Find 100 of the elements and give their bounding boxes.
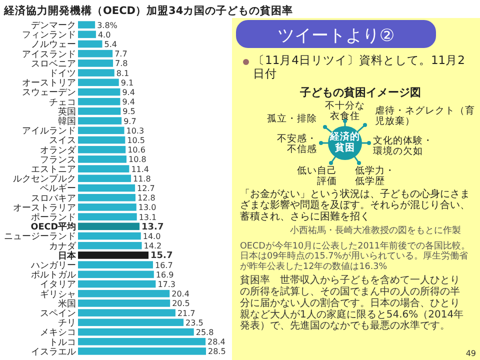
data-label: 7.8 bbox=[115, 59, 128, 68]
y-tick-label: ポルトガル bbox=[31, 270, 76, 281]
data-label: 3.8% bbox=[97, 20, 118, 30]
data-label: 10.8 bbox=[128, 155, 146, 164]
data-label: 8.1 bbox=[116, 68, 130, 78]
data-label: 13.7 bbox=[142, 222, 164, 232]
bar bbox=[78, 318, 184, 326]
bar bbox=[78, 194, 136, 202]
bar bbox=[78, 40, 102, 48]
data-label: 7.7 bbox=[114, 50, 128, 59]
text: 低い自己評価 bbox=[297, 164, 337, 187]
data-label: 28.4 bbox=[208, 338, 226, 347]
y-tick-label: トルコ bbox=[49, 338, 76, 348]
y-tick-label: イタリア bbox=[40, 280, 76, 290]
y-tick-label: スロベニア bbox=[31, 59, 76, 70]
text: 子どもの貧困イメージ図 bbox=[299, 86, 421, 99]
y-tick-label: オランダ bbox=[40, 144, 77, 156]
y-tick-label: チリ bbox=[58, 318, 76, 329]
bar bbox=[78, 290, 170, 298]
data-label: 9.7 bbox=[124, 116, 136, 126]
data-label: 4.0 bbox=[98, 30, 111, 40]
text: 「お金がない」という状況は、子どもの心身にさまざまな影響や問題を及ぼす。それらが混じり合い、蓄積され、さらに困難を招く bbox=[240, 188, 470, 223]
y-tick-label: オーストラリア bbox=[13, 203, 76, 214]
bar bbox=[78, 60, 114, 67]
y-tick-label: オーストリア bbox=[22, 78, 76, 89]
y-tick-label: ハンガリー bbox=[30, 261, 76, 271]
data-label: 12.7 bbox=[137, 184, 155, 193]
data-label: 14.0 bbox=[142, 232, 161, 241]
y-tick-label: スペイン bbox=[40, 309, 76, 319]
text: 不十分な衣食住 bbox=[325, 99, 365, 122]
text: 不安感・不信感 bbox=[277, 132, 317, 155]
bar bbox=[78, 174, 131, 182]
y-tick-label: アイルランド bbox=[22, 126, 76, 137]
y-tick-label: フィンランド bbox=[22, 30, 76, 41]
data-label: 9.1 bbox=[120, 78, 134, 88]
y-tick-label: メキシコ bbox=[40, 328, 76, 338]
data-label: 10.5 bbox=[127, 136, 145, 145]
chart-title: 経済協力開発機構（OECD）加盟34カ国の子どもの貧困率 bbox=[3, 4, 294, 17]
bar bbox=[78, 204, 136, 211]
data-label: 10.6 bbox=[128, 146, 146, 155]
data-label: 21.7 bbox=[177, 308, 196, 318]
bar bbox=[78, 136, 126, 144]
y-tick-label: 日本 bbox=[58, 250, 77, 262]
text: 経済的貧困 bbox=[329, 130, 360, 154]
y-tick-label: スロバキア bbox=[31, 194, 76, 204]
y-tick-label: ルクセンブルク bbox=[13, 174, 76, 185]
bar bbox=[78, 69, 114, 76]
bar bbox=[78, 98, 120, 106]
bar bbox=[78, 280, 156, 288]
text: OECDが今年10月に公表した2011年前後での各国比較。日本は09年時点の15.7%が用いられている。厚生労働省が昨年公表した12年の数値は16.3% bbox=[240, 240, 470, 272]
y-tick-label: 韓国 bbox=[58, 116, 76, 127]
text: 49 bbox=[466, 349, 476, 358]
bar bbox=[78, 309, 176, 316]
data-label: 20.4 bbox=[172, 290, 190, 299]
bar bbox=[78, 242, 142, 250]
data-label: 15.7 bbox=[150, 251, 173, 262]
bar bbox=[78, 184, 136, 192]
text: 〔11月4日リツイ〕資料として。11月2日付 bbox=[253, 53, 465, 81]
bar bbox=[78, 50, 113, 58]
bar bbox=[78, 78, 119, 86]
text: 虐待・ネグレクト（育児放棄） bbox=[375, 104, 475, 127]
y-tick-label: イスラエル bbox=[31, 347, 76, 358]
y-tick-label: ポーランド bbox=[31, 213, 76, 223]
y-tick-label: ニュージーランド bbox=[4, 232, 76, 242]
bar bbox=[78, 338, 206, 346]
data-label: 16.9 bbox=[156, 270, 174, 280]
y-tick-label: ギリシャ bbox=[40, 288, 76, 300]
y-tick-label: デンマーク bbox=[31, 21, 76, 31]
y-tick-label: アイスランド bbox=[22, 50, 76, 60]
bar bbox=[78, 252, 149, 259]
bar bbox=[78, 328, 194, 336]
data-label: 9.4 bbox=[122, 88, 135, 97]
data-label: 5.4 bbox=[104, 40, 117, 49]
bar bbox=[78, 261, 154, 268]
data-label: 10.3 bbox=[126, 126, 144, 136]
bar bbox=[78, 156, 127, 163]
y-tick-label: カナダ bbox=[49, 240, 77, 252]
data-label: 9.4 bbox=[122, 98, 135, 107]
data-label: 13.0 bbox=[138, 203, 156, 212]
y-tick-label: チェコ bbox=[49, 98, 76, 108]
bar bbox=[78, 88, 120, 96]
y-tick-label: エストニア bbox=[31, 165, 76, 175]
bar bbox=[78, 348, 206, 355]
data-label: 11.4 bbox=[131, 164, 150, 174]
y-tick-label: スウェーデン bbox=[22, 88, 76, 98]
data-label: 23.5 bbox=[186, 318, 204, 328]
bar bbox=[78, 300, 170, 307]
y-tick-label: ドイツ bbox=[49, 69, 76, 79]
data-label: 9.5 bbox=[122, 107, 136, 116]
y-tick-label: スイス bbox=[49, 136, 76, 146]
text: 小西祐馬・長崎大准教授の図をもとに作製 bbox=[290, 225, 461, 236]
bar bbox=[78, 126, 124, 134]
data-label: 13.1 bbox=[138, 212, 157, 222]
bar bbox=[78, 222, 140, 230]
y-tick-label: ノルウェー bbox=[31, 40, 76, 50]
bar bbox=[78, 21, 96, 28]
data-label: 17.3 bbox=[158, 280, 176, 289]
data-label: 20.5 bbox=[172, 299, 190, 308]
text: 低学力・低学歴 bbox=[355, 164, 395, 187]
bar bbox=[78, 30, 96, 38]
